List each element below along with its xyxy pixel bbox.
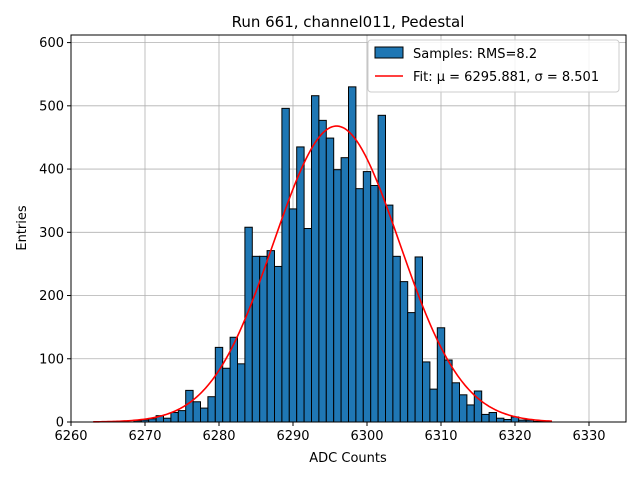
histogram-bar [466, 404, 475, 423]
histogram-bar [377, 114, 387, 423]
chart-title: Run 661, channel011, Pedestal [232, 13, 465, 31]
histogram-bar [185, 389, 194, 423]
histogram-bar [214, 346, 224, 423]
histogram-bar [370, 185, 379, 423]
y-tick-label: 200 [39, 289, 64, 304]
x-tick-label: 6310 [424, 429, 457, 444]
histogram-bar [274, 265, 283, 423]
histogram-bar [192, 401, 202, 423]
histogram-bar [163, 417, 172, 423]
x-tick-label: 6290 [276, 429, 309, 444]
ticks-layer: 6260 6270 6280 6290 6300 6310 6320 6330 0 100 200 3… [39, 36, 605, 444]
histogram-bar [459, 394, 468, 423]
histogram-bar [222, 367, 231, 423]
histogram-bar [244, 226, 253, 423]
histogram-bar [207, 396, 216, 423]
histogram-bar [259, 255, 268, 423]
x-tick-label: 6300 [350, 429, 383, 444]
legend-patch-samples [374, 46, 404, 59]
histogram-bar [362, 171, 372, 423]
y-axis-label: Entries [15, 205, 30, 251]
histogram-bar [392, 255, 401, 423]
y-tick-label: 100 [39, 352, 64, 367]
legend: Samples: RMS=8.2 Fit: μ = 6295.881, σ = … [367, 39, 620, 93]
histogram-bar [281, 107, 290, 423]
histogram-bar [451, 382, 461, 423]
y-tick-label: 600 [39, 36, 64, 51]
histogram-bar [399, 281, 409, 423]
histogram-bar [177, 410, 187, 423]
x-tick-label: 6270 [128, 429, 161, 444]
y-tick-label: 500 [39, 99, 64, 114]
histogram-bar [288, 208, 298, 423]
y-tick-label: 0 [56, 416, 64, 431]
histogram-bar [170, 412, 179, 423]
histogram-bar [414, 256, 424, 423]
x-axis-label: ADC Counts [309, 451, 387, 466]
fit-layer [93, 125, 553, 423]
x-tick-label: 6260 [54, 429, 87, 444]
histogram-bar [481, 413, 490, 423]
histogram-bar [429, 388, 438, 423]
y-tick-label: 300 [39, 226, 64, 241]
histogram-bar [237, 363, 246, 423]
histogram-bar [407, 312, 416, 423]
histogram-bar [422, 361, 431, 423]
histogram-bar [251, 255, 261, 423]
x-tick-label: 6330 [572, 429, 605, 444]
legend-label-fit: Fit: μ = 6295.881, σ = 8.501 [413, 70, 599, 85]
legend-label-samples: Samples: RMS=8.2 [413, 47, 537, 62]
x-tick-label: 6280 [202, 429, 235, 444]
gaussian-fit-curve [93, 125, 553, 423]
histogram-bar [296, 146, 305, 423]
x-tick-label: 6320 [498, 429, 531, 444]
histogram-bar [318, 119, 327, 423]
histogram-bar [200, 407, 209, 423]
y-tick-label: 400 [39, 163, 64, 178]
histogram-bar [488, 412, 498, 423]
histogram-bar [355, 188, 364, 423]
histogram-bar [496, 417, 505, 423]
histogram-bar [325, 137, 335, 423]
histogram-bar [333, 169, 342, 423]
bars-layer [133, 86, 549, 423]
plot-frame [70, 34, 627, 423]
histogram-bar [303, 228, 313, 423]
histogram-bar [266, 250, 276, 423]
histogram-bar [311, 95, 320, 423]
histogram-bar [385, 204, 394, 423]
legend-box [367, 39, 620, 93]
histogram-bar [340, 157, 350, 423]
histogram-bar [444, 359, 453, 423]
